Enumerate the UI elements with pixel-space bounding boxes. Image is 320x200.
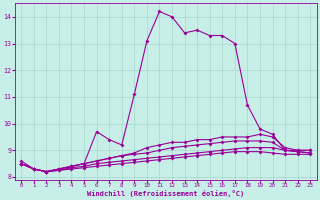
X-axis label: Windchill (Refroidissement éolien,°C): Windchill (Refroidissement éolien,°C)	[87, 190, 244, 197]
